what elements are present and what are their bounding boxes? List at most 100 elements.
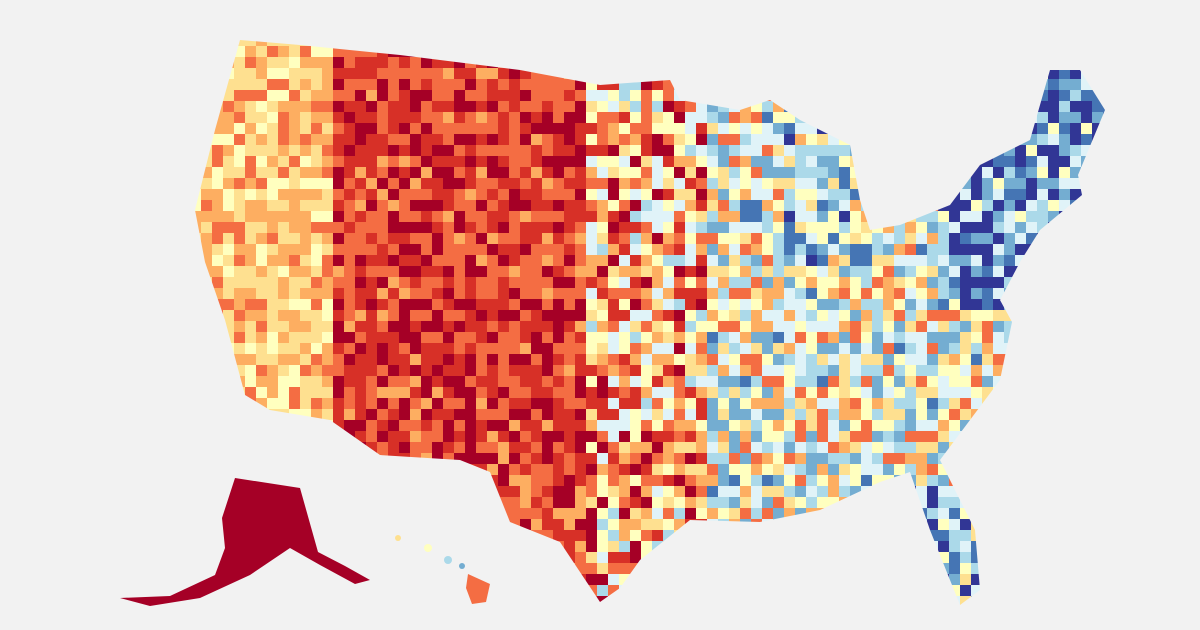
county-cell xyxy=(1103,90,1105,101)
county-cell xyxy=(311,585,322,596)
county-cell xyxy=(1026,288,1037,299)
county-cell xyxy=(960,332,971,343)
county-cell xyxy=(300,46,311,57)
county-cell xyxy=(355,112,366,123)
county-cell xyxy=(751,365,762,376)
county-cell xyxy=(883,277,894,288)
county-cell xyxy=(212,288,223,299)
county-cell xyxy=(1081,585,1092,596)
county-cell xyxy=(443,519,454,530)
county-cell xyxy=(542,57,553,68)
county-cell xyxy=(1092,354,1103,365)
county-cell xyxy=(1048,541,1059,552)
county-cell xyxy=(267,365,278,376)
county-cell xyxy=(993,585,1004,596)
county-cell xyxy=(949,222,960,233)
county-cell xyxy=(894,519,905,530)
county-cell xyxy=(872,200,883,211)
county-cell xyxy=(509,387,520,398)
county-cell xyxy=(366,211,377,222)
county-cell xyxy=(1059,277,1070,288)
county-cell xyxy=(630,233,641,244)
county-cell xyxy=(454,178,465,189)
county-cell xyxy=(1059,486,1070,497)
county-cell xyxy=(1092,552,1103,563)
county-cell xyxy=(652,574,663,585)
county-cell xyxy=(195,112,201,123)
county-cell xyxy=(740,321,751,332)
county-cell xyxy=(1048,442,1059,453)
county-cell xyxy=(806,167,817,178)
county-cell xyxy=(839,189,850,200)
county-cell xyxy=(894,530,905,541)
county-cell xyxy=(344,90,355,101)
county-cell xyxy=(1059,233,1070,244)
county-cell xyxy=(195,486,201,497)
county-cell xyxy=(1004,288,1015,299)
county-cell xyxy=(751,178,762,189)
county-cell xyxy=(564,398,575,409)
county-cell xyxy=(333,453,344,464)
county-cell xyxy=(487,519,498,530)
county-cell xyxy=(762,145,773,156)
county-cell xyxy=(806,376,817,387)
county-cell xyxy=(322,123,333,134)
county-cell xyxy=(542,178,553,189)
county-cell xyxy=(212,508,223,519)
county-cell xyxy=(949,255,960,266)
county-cell xyxy=(740,387,751,398)
county-cell xyxy=(234,464,245,475)
county-cell xyxy=(201,563,212,574)
county-cell xyxy=(707,332,718,343)
county-cell xyxy=(454,420,465,431)
county-cell xyxy=(377,497,388,508)
county-cell xyxy=(1015,299,1026,310)
county-cell xyxy=(674,332,685,343)
county-cell xyxy=(388,354,399,365)
county-cell xyxy=(927,574,938,585)
county-cell xyxy=(322,585,333,596)
county-cell xyxy=(619,211,630,222)
county-cell xyxy=(784,409,795,420)
county-cell xyxy=(652,607,663,618)
county-cell xyxy=(487,475,498,486)
county-cell xyxy=(784,68,795,79)
county-cell xyxy=(520,354,531,365)
county-cell xyxy=(289,46,300,57)
county-cell xyxy=(905,46,916,57)
county-cell xyxy=(432,112,443,123)
county-cell xyxy=(377,420,388,431)
county-cell xyxy=(872,574,883,585)
county-cell xyxy=(267,266,278,277)
county-cell xyxy=(762,343,773,354)
county-cell xyxy=(674,189,685,200)
county-cell xyxy=(696,145,707,156)
county-cell xyxy=(399,332,410,343)
county-cell xyxy=(729,596,740,605)
county-cell xyxy=(751,508,762,519)
county-cell xyxy=(443,420,454,431)
county-cell xyxy=(498,156,509,167)
county-cell xyxy=(927,123,938,134)
county-cell xyxy=(498,277,509,288)
county-cell xyxy=(432,134,443,145)
county-cell xyxy=(795,156,806,167)
county-cell xyxy=(443,277,454,288)
county-cell xyxy=(608,596,619,605)
county-cell xyxy=(729,453,740,464)
county-cell xyxy=(531,409,542,420)
county-cell xyxy=(399,112,410,123)
county-cell xyxy=(212,530,223,541)
county-cell xyxy=(531,442,542,453)
county-cell xyxy=(740,277,751,288)
county-cell xyxy=(641,453,652,464)
county-cell xyxy=(212,167,223,178)
county-cell xyxy=(927,40,938,46)
county-cell xyxy=(1103,321,1105,332)
county-cell xyxy=(927,585,938,596)
county-cell xyxy=(806,79,817,90)
county-cell xyxy=(872,541,883,552)
county-cell xyxy=(894,189,905,200)
county-cell xyxy=(355,541,366,552)
county-cell xyxy=(916,79,927,90)
